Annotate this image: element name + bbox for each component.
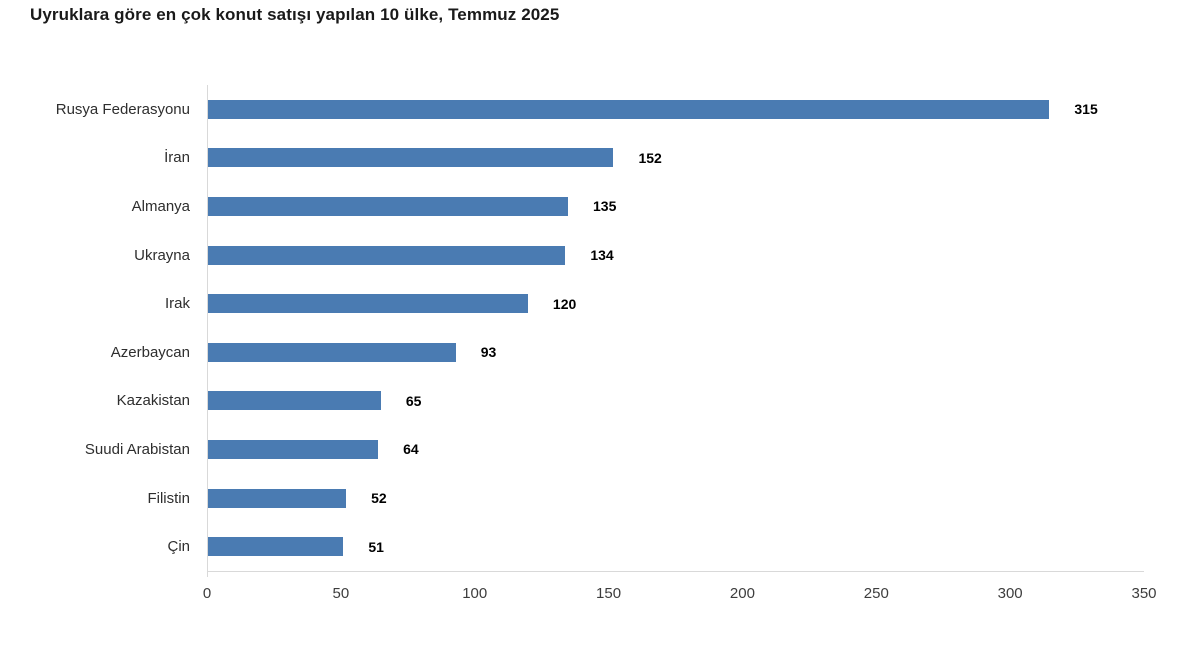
bar-track: 134 <box>207 231 1143 280</box>
bar <box>207 294 528 314</box>
category-label: Almanya <box>131 197 190 215</box>
x-tick-label: 50 <box>332 585 350 602</box>
category-label: Irak <box>164 295 190 313</box>
bar-track: 152 <box>207 134 1143 183</box>
category-label: Çin <box>167 538 190 556</box>
x-tick-label: 200 <box>729 585 755 602</box>
x-tick-label: 150 <box>596 585 622 602</box>
x-tick-label: 0 <box>202 585 212 602</box>
chart-row: Suudi Arabistan 64 <box>0 425 1143 474</box>
bar-track: 64 <box>207 425 1143 474</box>
value-label: 152 <box>638 149 662 166</box>
value-label: 64 <box>403 441 419 458</box>
chart-row: Filistin 52 <box>0 474 1143 523</box>
bar <box>207 537 344 557</box>
bar <box>207 342 456 362</box>
bar <box>207 196 569 216</box>
value-label: 120 <box>552 295 577 312</box>
chart-row: Almanya 135 <box>0 182 1143 231</box>
bar <box>207 488 347 508</box>
value-label: 135 <box>593 198 617 215</box>
x-tick-label: 100 <box>462 585 488 602</box>
value-label: 51 <box>368 538 384 555</box>
bar-track: 93 <box>207 328 1143 377</box>
value-label: 315 <box>1074 101 1098 118</box>
x-axis-ticks: 0 50 100 150 200 250 300 350 <box>203 583 1157 607</box>
category-label: Kazakistan <box>116 392 190 410</box>
bar-track: 65 <box>207 377 1143 426</box>
x-axis-line <box>207 571 1144 572</box>
bar <box>207 148 614 168</box>
chart-row: İran 152 <box>0 134 1143 183</box>
category-label: Suudi Arabistan <box>84 440 190 458</box>
chart-row: Ukrayna 134 <box>0 231 1143 280</box>
category-label: Azerbaycan <box>110 343 190 361</box>
value-label: 65 <box>405 392 422 409</box>
bar-track: 52 <box>207 474 1143 523</box>
category-label: İran <box>164 149 190 167</box>
value-label: 134 <box>590 247 614 264</box>
x-tick-label: 350 <box>1131 585 1157 602</box>
bar <box>207 439 379 459</box>
category-label: Ukrayna <box>134 246 190 264</box>
chart-row: Azerbaycan 93 <box>0 328 1143 377</box>
bar-track: 120 <box>207 279 1143 328</box>
bar <box>207 99 1050 119</box>
chart-row: Irak 120 <box>0 279 1143 328</box>
bar-track: 51 <box>207 522 1143 571</box>
bar-track: 315 <box>207 85 1143 134</box>
value-label: 93 <box>480 344 497 361</box>
category-label: Filistin <box>147 489 190 507</box>
x-axis-zero-tick <box>207 571 208 577</box>
chart-title: Uyruklara göre en çok konut satışı yapıl… <box>30 5 560 24</box>
bar <box>207 391 381 411</box>
chart-row: Kazakistan 65 <box>0 377 1143 426</box>
value-label: 52 <box>371 490 387 507</box>
x-tick-label: 250 <box>863 585 889 602</box>
chart-row: Rusya Federasyonu 315 <box>0 85 1143 134</box>
bar <box>207 245 566 265</box>
x-tick-label: 300 <box>997 585 1023 602</box>
y-axis-line <box>207 85 208 571</box>
category-label: Rusya Federasyonu <box>55 100 190 118</box>
chart-rows: Rusya Federasyonu 315 İran 152 Almanya 135 Ukr… <box>0 85 1143 571</box>
chart-row: Çin 51 <box>0 522 1143 571</box>
bar-track: 135 <box>207 182 1143 231</box>
